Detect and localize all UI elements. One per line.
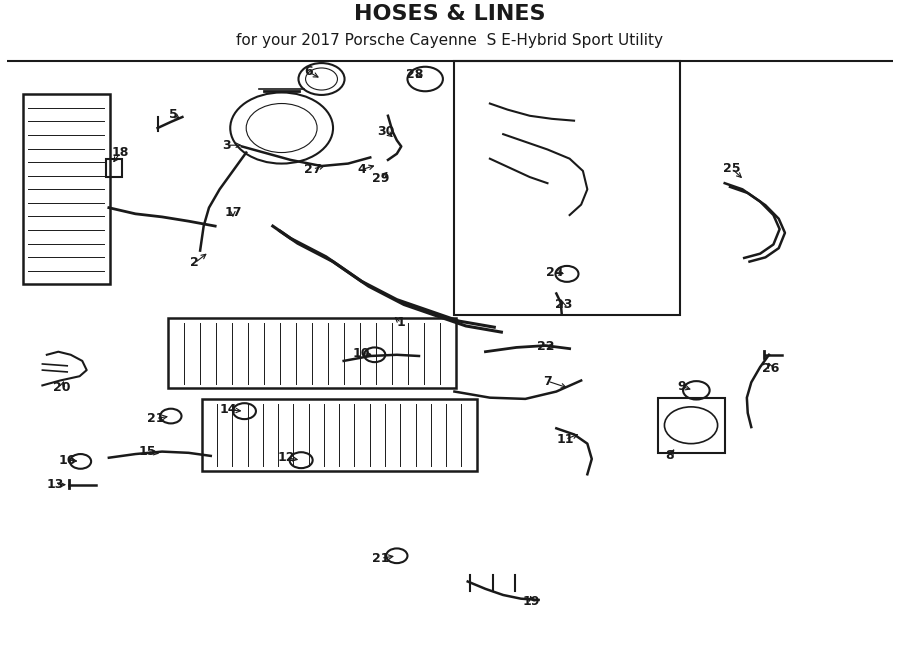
Bar	[22, 94, 110, 284]
Text: 25: 25	[723, 162, 741, 175]
Text: 15: 15	[139, 445, 156, 458]
Text: 10: 10	[353, 347, 370, 360]
Bar	[202, 399, 477, 471]
Text: 19: 19	[523, 594, 540, 608]
Text: 28: 28	[406, 68, 423, 81]
Text: 27: 27	[304, 163, 321, 175]
Bar	[106, 159, 122, 177]
Text: 26: 26	[762, 361, 779, 375]
Text: 14: 14	[220, 403, 238, 416]
Text: 13: 13	[47, 478, 65, 491]
Text: for your 2017 Porsche Cayenne  S E-Hybrid Sport Utility: for your 2017 Porsche Cayenne S E-Hybrid…	[237, 33, 663, 48]
Text: 1: 1	[397, 316, 406, 330]
Text: 17: 17	[224, 206, 242, 219]
Text: 11: 11	[556, 433, 574, 446]
Text: 30: 30	[377, 125, 395, 138]
Text: 6: 6	[304, 65, 312, 78]
Text: 9: 9	[678, 380, 687, 393]
Text: 12: 12	[277, 451, 295, 464]
Text: 21: 21	[372, 551, 390, 565]
Text: 22: 22	[537, 340, 554, 353]
Text: 23: 23	[554, 298, 572, 311]
Text: HOSES & LINES: HOSES & LINES	[355, 4, 545, 24]
Text: 8: 8	[665, 449, 674, 462]
Text: 7: 7	[543, 375, 552, 388]
Text: 24: 24	[545, 266, 563, 279]
Text: 3: 3	[222, 139, 231, 152]
Text: 16: 16	[58, 453, 76, 467]
Text: 2: 2	[191, 256, 199, 269]
Text: 4: 4	[357, 164, 365, 176]
Text: 29: 29	[373, 171, 390, 185]
Bar	[454, 61, 680, 315]
Text: 5: 5	[169, 108, 178, 121]
Text: 20: 20	[53, 381, 70, 395]
Text: 21: 21	[147, 412, 165, 425]
Bar	[658, 398, 724, 453]
Text: 18: 18	[112, 146, 129, 159]
Bar	[168, 318, 456, 389]
